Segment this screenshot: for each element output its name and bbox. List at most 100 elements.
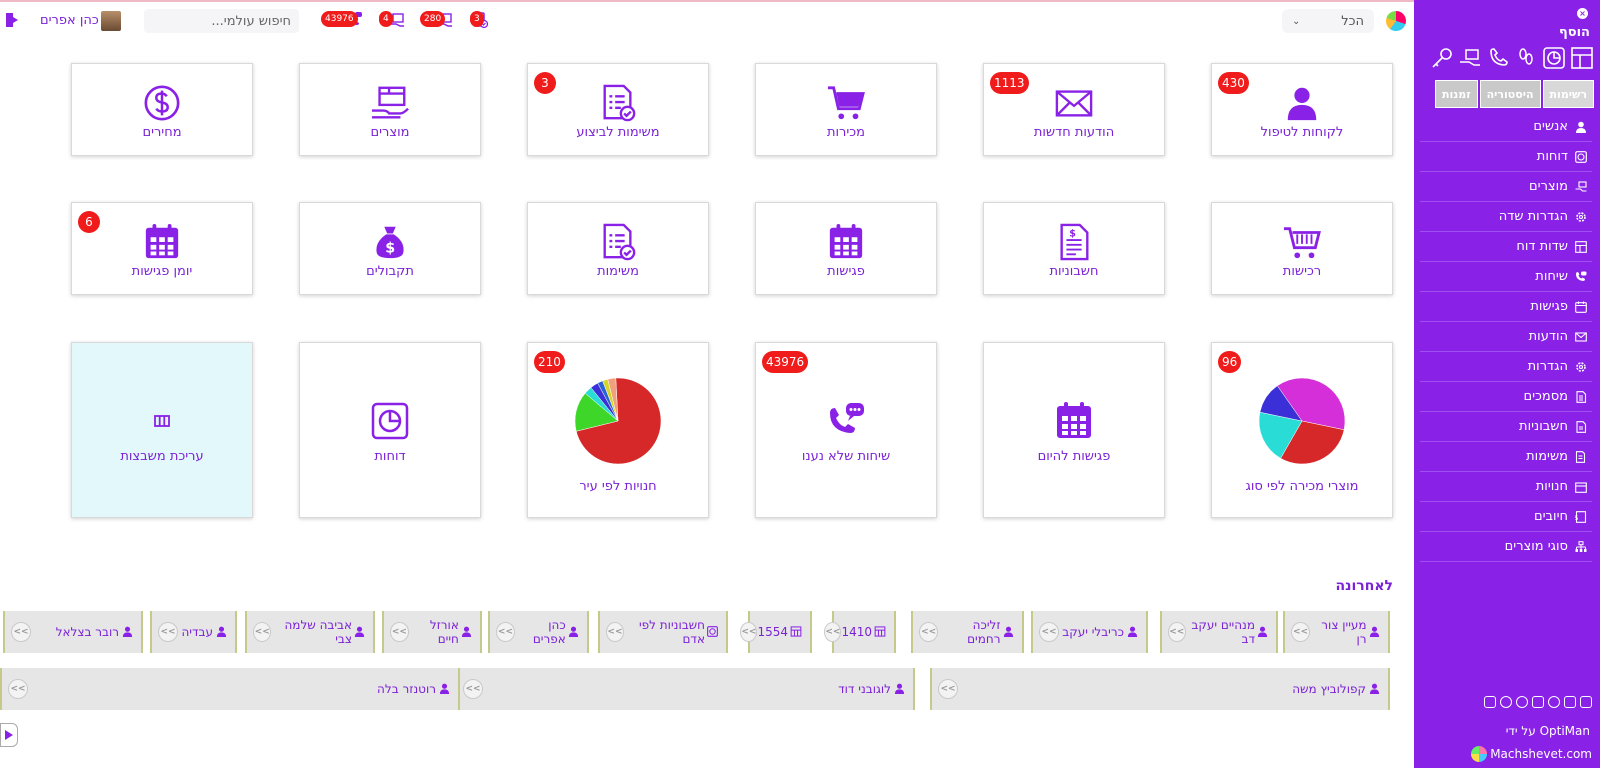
help-icon[interactable]: [1548, 696, 1560, 708]
user-name[interactable]: כהן אפרים: [40, 13, 99, 28]
recent-chip-11[interactable]: עבדיה >>: [150, 611, 237, 653]
open-arrows-icon[interactable]: >>: [606, 622, 624, 642]
tile-2[interactable]: 1113 הודעות חדשות: [983, 63, 1165, 156]
open-arrows-icon[interactable]: >>: [1291, 622, 1311, 642]
global-search-input[interactable]: [144, 9, 299, 33]
recent-chip-12[interactable]: רובר בצלאל >>: [3, 611, 143, 653]
recent-chip-7[interactable]: חשבוניות לפי אדם >>: [598, 611, 728, 653]
app-logo[interactable]: [1386, 11, 1406, 31]
open-arrows-icon[interactable]: >>: [824, 622, 842, 642]
tile-3[interactable]: מכירות: [755, 63, 937, 156]
tile-10[interactable]: משימות: [527, 202, 709, 295]
tasks-badge[interactable]: 3: [470, 11, 484, 27]
sidebar-item-2[interactable]: דוחות: [1420, 142, 1592, 172]
open-arrows-icon[interactable]: >>: [158, 622, 178, 642]
box-icon[interactable]: [388, 11, 406, 29]
recent-chip-3[interactable]: כריבלי יעקב >>: [1031, 611, 1148, 653]
tile-11[interactable]: $ תקבולים: [299, 202, 481, 295]
sidebar-item-10[interactable]: מסמכים: [1420, 382, 1592, 412]
sidebar-item-4[interactable]: הגדרות שדה: [1420, 202, 1592, 232]
recent-chip-10[interactable]: אביבה שלמה צבי >>: [245, 611, 375, 653]
open-arrows-icon[interactable]: >>: [919, 622, 939, 642]
sidebar-item-1[interactable]: אנשים: [1420, 112, 1592, 142]
pie-slice-1[interactable]: [575, 377, 662, 464]
recent-chip-4[interactable]: זליכה רחמים >>: [911, 611, 1024, 653]
recent-chip-1[interactable]: מעיין צור רן >>: [1283, 611, 1390, 653]
sidebar-item-8[interactable]: הודעות: [1420, 322, 1592, 352]
clean-icon[interactable]: [1532, 696, 1544, 708]
layout-icon[interactable]: [1570, 46, 1594, 70]
tile-5[interactable]: מוצרים: [299, 63, 481, 156]
sidebar-item-3[interactable]: מוצרים: [1420, 172, 1592, 202]
recent-chip-9[interactable]: אורזל חיים >>: [382, 611, 482, 653]
pie-slice-2[interactable]: [1280, 420, 1345, 464]
sidebar-item-12[interactable]: משימות: [1420, 442, 1592, 472]
tile-17[interactable]: דוחות: [299, 342, 481, 518]
recent-chip-row2-2[interactable]: לוגובני דוד >>: [455, 668, 915, 710]
open-arrows-icon[interactable]: >>: [463, 679, 483, 699]
box-icon[interactable]: [1458, 46, 1482, 70]
footprints-icon[interactable]: [1514, 46, 1538, 70]
open-arrows-icon[interactable]: >>: [938, 679, 958, 699]
tile-1[interactable]: 430 לקוחות לטיפול: [1211, 63, 1393, 156]
pie-slice-3[interactable]: [1258, 411, 1303, 459]
sidebar-item-11[interactable]: חשבוניות: [1420, 412, 1592, 442]
products-badge[interactable]: 280: [420, 11, 446, 27]
avatar[interactable]: [101, 11, 121, 31]
tile-15[interactable]: 43976 שיחות שלא נענו: [755, 342, 937, 518]
play-button[interactable]: [0, 723, 18, 747]
tile-14[interactable]: פגישות להיום: [983, 342, 1165, 518]
tile-8[interactable]: $ חשבוניות: [983, 202, 1165, 295]
report-icon[interactable]: [1542, 46, 1566, 70]
recent-chip-6[interactable]: 1554 >>: [740, 611, 812, 653]
pie-slice-7[interactable]: [607, 377, 619, 421]
download-icon[interactable]: [1564, 696, 1576, 708]
box-badge[interactable]: 4: [379, 11, 393, 27]
recent-chip-row2-3[interactable]: רוטנזר בלה >>: [0, 668, 460, 710]
settings-icon[interactable]: [1516, 696, 1528, 708]
phone-icon[interactable]: [1486, 46, 1510, 70]
report-icon[interactable]: [1484, 696, 1496, 708]
calls-badge[interactable]: 43976: [321, 11, 358, 27]
tile-18[interactable]: עריכת משבצות: [71, 342, 253, 518]
tab-times[interactable]: זמנות: [1434, 80, 1478, 108]
tile-9[interactable]: פגישות: [755, 202, 937, 295]
export-icon[interactable]: [1580, 696, 1592, 708]
tile-12[interactable]: 6 יומן פגישות: [71, 202, 253, 295]
site-link[interactable]: Machshevet.com: [1471, 746, 1592, 762]
tab-history[interactable]: היסטוריה: [1479, 80, 1541, 108]
recent-chip-2[interactable]: מנהיים יעקב דב >>: [1160, 611, 1278, 653]
sidebar-item-label: חנויות: [1535, 479, 1568, 494]
tile-13[interactable]: 96 מוצרי מכירה לפי סוג: [1211, 342, 1393, 518]
close-icon[interactable]: ×: [1577, 8, 1588, 19]
tile-4[interactable]: 3 משימות לביצוע: [527, 63, 709, 156]
sidebar-item-15[interactable]: סוגי מוצרים: [1420, 532, 1592, 562]
open-arrows-icon[interactable]: >>: [390, 622, 409, 642]
refresh-icon[interactable]: [1500, 696, 1512, 708]
recent-chip-row2-1[interactable]: קפולוביץ משה >>: [930, 668, 1390, 710]
sidebar-item-9[interactable]: הגדרות: [1420, 352, 1592, 382]
tile-6[interactable]: מחירים: [71, 63, 253, 156]
tile-7[interactable]: רכישות: [1211, 202, 1393, 295]
sidebar-item-7[interactable]: פגישות: [1420, 292, 1592, 322]
sidebar-item-14[interactable]: $ חיובים: [1420, 502, 1592, 532]
open-arrows-icon[interactable]: >>: [1039, 622, 1059, 642]
open-arrows-icon[interactable]: >>: [740, 622, 758, 642]
tile-16[interactable]: 210 חנויות לפי עיר: [527, 342, 709, 518]
open-arrows-icon[interactable]: >>: [11, 622, 31, 642]
filter-select[interactable]: הכל ⌄: [1282, 9, 1374, 33]
sidebar-item-6[interactable]: שיחות: [1420, 262, 1592, 292]
sidebar-item-5[interactable]: שדות דוח: [1420, 232, 1592, 262]
open-arrows-icon[interactable]: >>: [8, 679, 28, 699]
logout-icon[interactable]: [6, 13, 18, 27]
recent-chip-8[interactable]: כהן אפרים >>: [488, 611, 589, 653]
open-arrows-icon[interactable]: >>: [496, 622, 515, 642]
sidebar-item-13[interactable]: חנויות: [1420, 472, 1592, 502]
key-icon[interactable]: [1430, 46, 1454, 70]
open-arrows-icon[interactable]: >>: [253, 622, 272, 642]
recent-chip-5[interactable]: 1410 >>: [824, 611, 896, 653]
pie-slice-1[interactable]: [1276, 377, 1346, 430]
tab-lists[interactable]: רשימות: [1542, 80, 1594, 108]
pie-slice-4[interactable]: [1259, 384, 1303, 421]
open-arrows-icon[interactable]: >>: [1168, 622, 1186, 642]
